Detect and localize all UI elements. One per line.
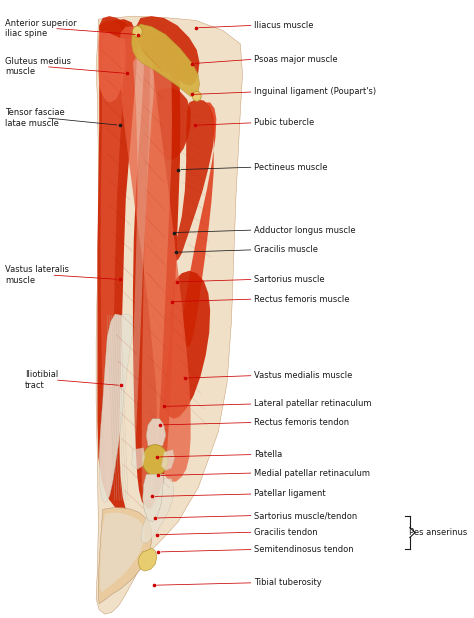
Text: Sartorius muscle/tendon: Sartorius muscle/tendon xyxy=(254,511,357,520)
Polygon shape xyxy=(96,16,243,614)
Text: Rectus femoris muscle: Rectus femoris muscle xyxy=(254,295,349,303)
Text: Lateral patellar retinaculum: Lateral patellar retinaculum xyxy=(254,399,371,408)
Text: Vastus lateralis
muscle: Vastus lateralis muscle xyxy=(5,265,69,285)
Text: Semitendinosus tendon: Semitendinosus tendon xyxy=(254,545,353,554)
Polygon shape xyxy=(99,16,132,39)
Polygon shape xyxy=(99,314,133,502)
Text: Pectineus muscle: Pectineus muscle xyxy=(254,163,327,172)
Polygon shape xyxy=(100,32,124,494)
Ellipse shape xyxy=(133,26,142,37)
Text: Medial patellar retinaculum: Medial patellar retinaculum xyxy=(254,468,370,478)
Text: Pubic tubercle: Pubic tubercle xyxy=(254,118,314,127)
Text: Pes anserinus: Pes anserinus xyxy=(409,528,467,536)
Polygon shape xyxy=(132,447,145,469)
Polygon shape xyxy=(153,88,191,160)
Polygon shape xyxy=(98,19,137,509)
Text: Adductor longus muscle: Adductor longus muscle xyxy=(254,226,355,235)
Text: Inguinal ligament (Poupart's): Inguinal ligament (Poupart's) xyxy=(254,88,376,96)
Text: Anterior superior
iliac spine: Anterior superior iliac spine xyxy=(5,19,77,38)
Polygon shape xyxy=(164,271,210,419)
Text: Tensor fasciae
latae muscle: Tensor fasciae latae muscle xyxy=(5,108,65,127)
Text: Tibial tuberosity: Tibial tuberosity xyxy=(254,578,321,587)
Text: Rectus femoris tendon: Rectus femoris tendon xyxy=(254,418,349,427)
Polygon shape xyxy=(98,507,152,604)
Polygon shape xyxy=(143,474,164,522)
Text: Gracilis tendon: Gracilis tendon xyxy=(254,528,317,536)
Polygon shape xyxy=(119,25,191,481)
Ellipse shape xyxy=(142,445,168,475)
Polygon shape xyxy=(133,35,181,509)
Text: Iliotibial
tract: Iliotibial tract xyxy=(25,370,58,389)
Text: Patella: Patella xyxy=(254,450,282,459)
Text: Psoas major muscle: Psoas major muscle xyxy=(254,55,337,64)
Text: Iliacus muscle: Iliacus muscle xyxy=(254,21,313,30)
Text: Vastus medialis muscle: Vastus medialis muscle xyxy=(254,371,352,380)
Polygon shape xyxy=(141,478,174,543)
Polygon shape xyxy=(174,99,215,261)
Text: Sartorius muscle: Sartorius muscle xyxy=(254,275,324,284)
Polygon shape xyxy=(146,419,166,446)
Polygon shape xyxy=(136,16,200,86)
Text: Patellar ligament: Patellar ligament xyxy=(254,489,325,499)
Polygon shape xyxy=(161,449,174,470)
Polygon shape xyxy=(182,103,216,347)
Text: Gluteus medius
muscle: Gluteus medius muscle xyxy=(5,57,71,77)
Polygon shape xyxy=(138,548,157,571)
Ellipse shape xyxy=(192,91,201,101)
Text: Gracilis muscle: Gracilis muscle xyxy=(254,245,318,254)
Polygon shape xyxy=(98,20,126,103)
Polygon shape xyxy=(142,43,172,500)
Polygon shape xyxy=(100,512,145,593)
Polygon shape xyxy=(132,24,200,96)
Polygon shape xyxy=(130,55,154,491)
